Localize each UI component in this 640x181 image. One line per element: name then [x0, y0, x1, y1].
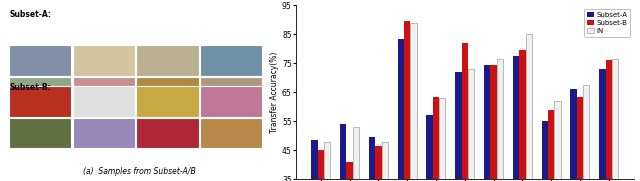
Bar [583, 85, 589, 181]
Text: (a)  Samples from Subset-A/B: (a) Samples from Subset-A/B [83, 167, 195, 176]
Bar [525, 34, 532, 181]
Bar [340, 124, 346, 181]
Bar [317, 150, 324, 181]
Bar [136, 45, 199, 76]
Bar [548, 110, 554, 181]
Bar [375, 146, 381, 181]
Bar [381, 142, 388, 181]
Bar [570, 89, 577, 181]
Bar [353, 127, 359, 181]
Bar [461, 43, 468, 181]
Bar [439, 98, 445, 181]
Bar [426, 115, 433, 181]
Bar [599, 69, 605, 181]
Bar [73, 45, 135, 76]
Bar [136, 86, 199, 117]
Bar [200, 77, 262, 107]
Bar [541, 121, 548, 181]
Bar [136, 117, 199, 148]
Bar [9, 45, 72, 76]
Bar [612, 59, 618, 181]
Bar [513, 56, 519, 181]
Bar [397, 39, 404, 181]
Bar [554, 101, 561, 181]
Bar [605, 60, 612, 181]
Bar [324, 142, 330, 181]
Bar [9, 117, 72, 148]
Bar [311, 140, 317, 181]
Bar [410, 23, 417, 181]
Bar [490, 65, 497, 181]
Bar [200, 86, 262, 117]
Bar [484, 65, 490, 181]
Legend: Subset-A, Subset-B, IN: Subset-A, Subset-B, IN [584, 9, 630, 37]
Bar [9, 77, 72, 107]
Bar [468, 69, 474, 181]
Bar [404, 21, 410, 181]
Bar [346, 162, 353, 181]
Bar [519, 50, 525, 181]
Bar [369, 137, 375, 181]
Bar [433, 97, 439, 181]
Bar [455, 72, 461, 181]
Bar [497, 59, 503, 181]
Bar [9, 86, 72, 117]
Y-axis label: Transfer Accuracy(%): Transfer Accuracy(%) [270, 52, 279, 133]
Text: Subset-A:: Subset-A: [9, 10, 51, 19]
Bar [200, 45, 262, 76]
Bar [200, 117, 262, 148]
Bar [73, 77, 135, 107]
Bar [136, 77, 199, 107]
Bar [73, 117, 135, 148]
Bar [577, 97, 583, 181]
Text: Subset-B:: Subset-B: [9, 83, 51, 92]
Bar [73, 86, 135, 117]
